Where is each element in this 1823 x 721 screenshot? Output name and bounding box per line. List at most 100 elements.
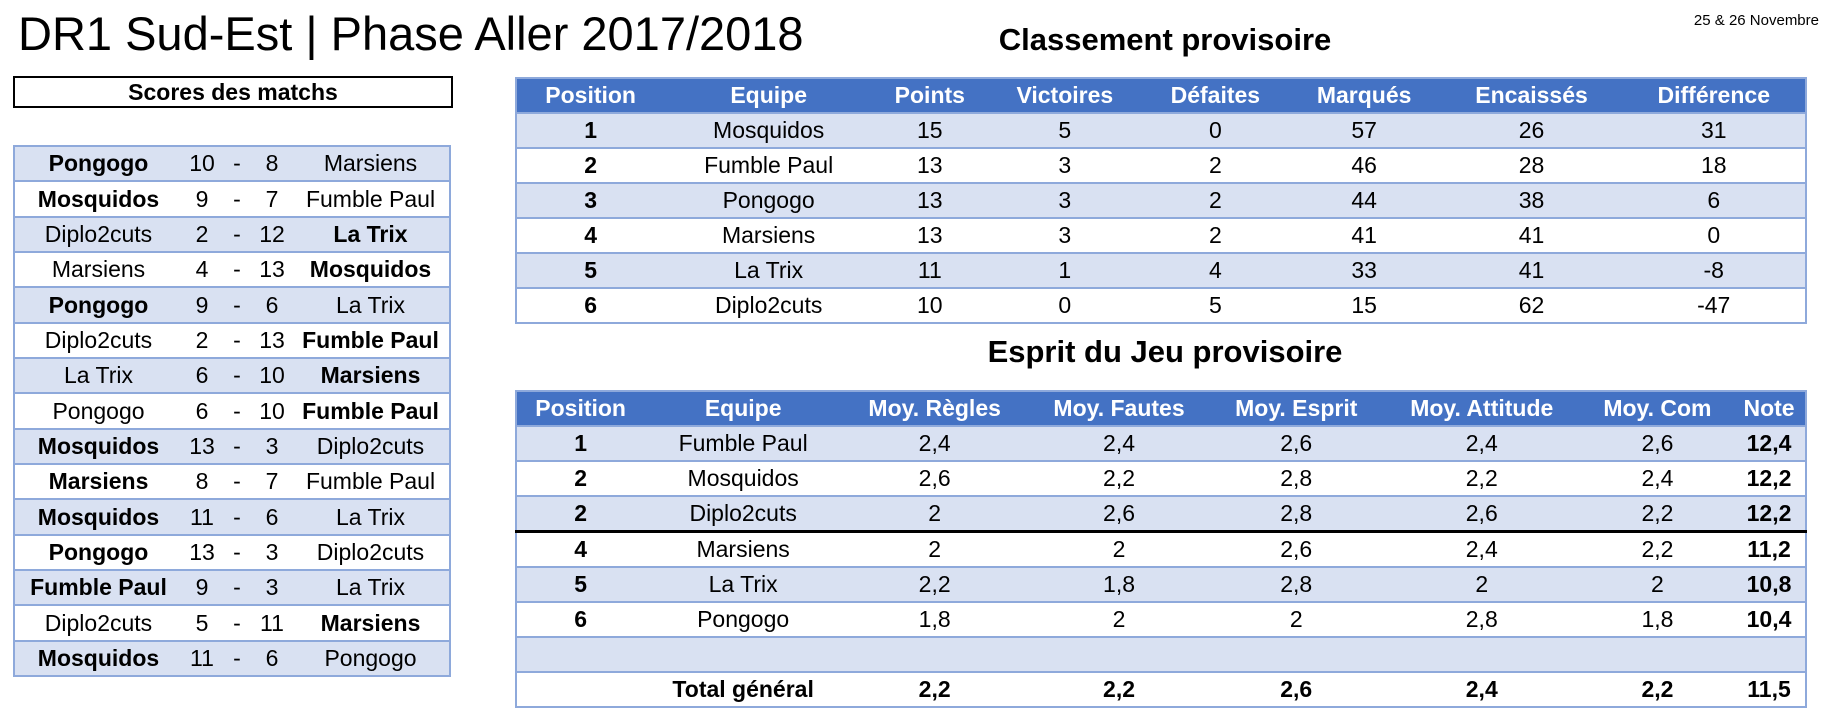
table-cell: Marsiens <box>664 217 874 253</box>
table-cell: 2,8 <box>1210 495 1382 532</box>
match-home-score: 2 <box>182 215 222 253</box>
table-cell: 1 <box>516 112 665 148</box>
match-home-team: Pongogo <box>14 392 182 429</box>
match-home-team: Mosquidos <box>14 639 182 677</box>
table-cell: 2,6 <box>1381 495 1582 532</box>
table-cell: 2,4 <box>1381 425 1582 461</box>
column-header: Points <box>873 78 987 113</box>
table-row: 1 Mosquidos 15 5 0 57 26 31 <box>516 112 1806 148</box>
table-cell: 1,8 <box>1581 601 1734 637</box>
table-cell: 41 <box>1440 217 1623 253</box>
table-cell: 28 <box>1440 147 1623 183</box>
table-cell: 10,4 <box>1733 601 1806 637</box>
match-dash: - <box>222 286 252 323</box>
match-home-team: Marsiens <box>14 463 182 500</box>
match-dash: - <box>222 357 252 394</box>
match-away-team: Fumble Paul <box>292 180 450 217</box>
match-home-score: 10 <box>182 146 222 182</box>
page-title: DR1 Sud-Est | Phase Aller 2017/2018 <box>18 7 804 60</box>
table-cell: 2 <box>1143 217 1288 253</box>
table-cell: 5 <box>986 112 1144 148</box>
match-dash: - <box>222 180 252 217</box>
match-home-score: 11 <box>182 498 222 535</box>
table-cell: 44 <box>1287 182 1441 218</box>
match-row: Pongogo 6-10 Fumble Paul <box>14 392 450 429</box>
table-cell: 12,4 <box>1733 425 1806 461</box>
table-row: 2 Diplo2cuts 2 2,6 2,8 2,6 2,2 12,2 <box>516 495 1806 532</box>
total-row: Total général 2,2 2,2 2,6 2,4 2,2 11,5 <box>516 671 1806 707</box>
match-home-score: 6 <box>182 357 222 394</box>
match-home-team: Diplo2cuts <box>14 321 182 359</box>
table-cell: 26 <box>1440 112 1623 148</box>
match-away-score: 13 <box>252 251 292 288</box>
table-cell: -47 <box>1622 287 1806 323</box>
column-header: Moy. Fautes <box>1027 391 1211 426</box>
match-away-team: La Trix <box>292 569 450 606</box>
total-cell: 2,2 <box>1581 671 1734 707</box>
table-cell: Mosquidos <box>664 112 874 148</box>
match-dash: - <box>222 498 252 535</box>
match-row: Pongogo 9-6 La Trix <box>14 286 450 323</box>
match-home-team: Fumble Paul <box>14 569 182 606</box>
match-home-team: Mosquidos <box>14 498 182 535</box>
match-row: Pongogo 10-8 Marsiens <box>14 146 450 182</box>
column-header: Défaites <box>1143 78 1288 113</box>
table-cell: 3 <box>986 147 1144 183</box>
match-home-team: Mosquidos <box>14 180 182 217</box>
match-row: Fumble Paul 9-3 La Trix <box>14 569 450 606</box>
table-cell: Pongogo <box>664 182 874 218</box>
match-away-team: Fumble Paul <box>292 321 450 359</box>
column-header: Encaissés <box>1440 78 1623 113</box>
table-cell: 2,2 <box>1027 460 1211 496</box>
table-cell: La Trix <box>664 252 874 288</box>
match-away-score: 3 <box>252 427 292 465</box>
table-cell: 2,8 <box>1381 601 1582 637</box>
table-cell: 2,8 <box>1210 566 1382 602</box>
table-cell <box>1381 636 1582 672</box>
table-cell: Diplo2cuts <box>664 287 874 323</box>
table-cell: 4 <box>1143 252 1288 288</box>
match-row: Marsiens 8-7 Fumble Paul <box>14 463 450 500</box>
match-dash: - <box>222 463 252 500</box>
table-cell: 2,2 <box>1581 495 1734 532</box>
table-cell: 6 <box>516 287 665 323</box>
table-row: 2 Fumble Paul 13 3 2 46 28 18 <box>516 147 1806 183</box>
table-cell: 2 <box>1143 147 1288 183</box>
match-home-team: Pongogo <box>14 286 182 323</box>
match-away-score: 11 <box>252 604 292 641</box>
match-dash: - <box>222 427 252 465</box>
column-header: Moy. Esprit <box>1210 391 1382 426</box>
match-row: Mosquidos 13-3 Diplo2cuts <box>14 427 450 465</box>
match-home-score: 9 <box>182 286 222 323</box>
table-cell: 2,6 <box>1581 425 1734 461</box>
column-header: Position <box>516 78 665 113</box>
table-row: 1 Fumble Paul 2,4 2,4 2,6 2,4 2,6 12,4 <box>516 425 1806 461</box>
table-cell: 2 <box>516 147 665 183</box>
table-cell: 13 <box>873 217 987 253</box>
table-row: 6 Pongogo 1,8 2 2 2,8 1,8 10,4 <box>516 601 1806 637</box>
table-cell <box>1027 636 1211 672</box>
table-cell: 2 <box>842 495 1028 532</box>
table-cell: 2,6 <box>1210 425 1382 461</box>
match-away-score: 13 <box>252 321 292 359</box>
match-away-score: 6 <box>252 286 292 323</box>
table-cell: 1,8 <box>842 601 1028 637</box>
column-header: Marqués <box>1287 78 1441 113</box>
match-dash: - <box>222 392 252 429</box>
match-home-score: 13 <box>182 427 222 465</box>
match-away-team: Marsiens <box>292 146 450 182</box>
table-cell: 2,2 <box>842 566 1028 602</box>
table-cell: 2 <box>1143 182 1288 218</box>
table-row: 6 Diplo2cuts 10 0 5 15 62 -47 <box>516 287 1806 323</box>
table-cell: 41 <box>1287 217 1441 253</box>
column-header: Moy. Attitude <box>1381 391 1582 426</box>
match-row: Diplo2cuts 2-12 La Trix <box>14 215 450 253</box>
table-cell: 2 <box>1581 566 1734 602</box>
table-cell: Diplo2cuts <box>644 495 843 532</box>
table-cell: 2,6 <box>1027 495 1211 532</box>
table-cell: 2,4 <box>1581 460 1734 496</box>
esprit-table: Position Equipe Moy. Règles Moy. Fautes Moy.… <box>515 390 1807 708</box>
table-cell: 2,4 <box>842 425 1028 461</box>
table-cell: 12,2 <box>1733 495 1806 532</box>
match-away-score: 8 <box>252 146 292 182</box>
